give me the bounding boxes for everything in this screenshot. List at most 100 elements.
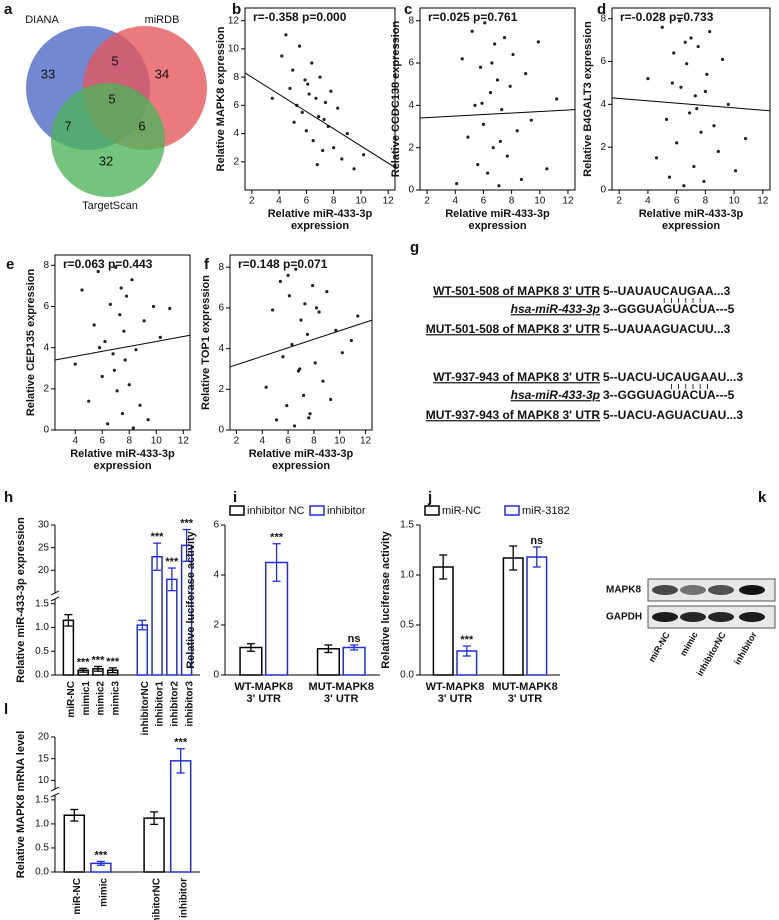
data-point bbox=[97, 346, 102, 350]
x-tick-label: 2 bbox=[234, 436, 240, 447]
y-tick-label: 6 bbox=[233, 100, 239, 111]
data-point bbox=[292, 424, 297, 428]
data-point bbox=[712, 124, 716, 128]
x-tick-label: 6 bbox=[285, 436, 291, 447]
data-point bbox=[284, 33, 288, 37]
data-point bbox=[127, 383, 131, 387]
x-tick-label: 12 bbox=[360, 436, 372, 447]
data-point bbox=[478, 65, 483, 69]
y-tick-label: 4 bbox=[233, 128, 239, 139]
data-point bbox=[670, 81, 674, 85]
x-tick-label: miR-NC bbox=[72, 878, 83, 915]
y-tick-label: 2 bbox=[600, 142, 606, 153]
data-point bbox=[92, 323, 96, 327]
significance-label: *** bbox=[165, 556, 179, 568]
data-point bbox=[455, 182, 459, 186]
axis-break bbox=[50, 786, 60, 792]
data-point bbox=[315, 163, 319, 167]
region-count: 32 bbox=[99, 153, 113, 168]
region-count: 33 bbox=[41, 66, 55, 81]
y-tick-label: 8 bbox=[218, 262, 224, 273]
blot-band bbox=[680, 585, 706, 595]
x-tick-label: 10 bbox=[355, 196, 367, 207]
significance-label: *** bbox=[94, 849, 108, 861]
y-tick-label: 0.5 bbox=[35, 843, 49, 854]
x-tick-label: 4 bbox=[72, 436, 78, 447]
data-point bbox=[112, 368, 116, 372]
x-tick-label: inhibitorNC bbox=[140, 681, 151, 735]
y-axis-title: Relative miR-433-3p expression bbox=[15, 517, 27, 683]
y-tick-label: 2 bbox=[213, 620, 219, 631]
x-tick-label: 4 bbox=[259, 436, 265, 447]
panel-label: h bbox=[4, 489, 13, 506]
region-count: 6 bbox=[138, 118, 145, 133]
x-tick-label: mimic1 bbox=[81, 681, 92, 716]
sequence: 5--UACU-UCAUGAAU...3 bbox=[603, 370, 743, 384]
data-point bbox=[646, 77, 650, 81]
data-point bbox=[298, 367, 302, 371]
data-point bbox=[679, 85, 683, 89]
y-tick-label: 6 bbox=[213, 520, 219, 531]
data-point bbox=[480, 101, 484, 105]
data-point bbox=[336, 106, 340, 110]
legend-swatch bbox=[309, 505, 325, 516]
bar bbox=[136, 624, 149, 676]
data-point bbox=[683, 40, 687, 44]
data-point bbox=[311, 283, 315, 288]
y-tick-label: 8 bbox=[43, 260, 49, 271]
y-tick-label: 30 bbox=[38, 520, 50, 531]
x-tick-label: 8 bbox=[126, 436, 132, 447]
sequence: 5--UAUAUCAUGAA...3 bbox=[603, 284, 731, 298]
data-point bbox=[495, 78, 500, 82]
data-point bbox=[500, 107, 504, 112]
panel-label: b bbox=[232, 1, 241, 18]
data-point bbox=[96, 269, 100, 274]
set-label: TargetScan bbox=[82, 200, 138, 212]
data-point bbox=[490, 61, 494, 65]
region-count: 5 bbox=[111, 53, 118, 68]
axis-break bbox=[50, 596, 60, 602]
sequence-label: MUT-501-508 of MAPK8 3' UTR bbox=[426, 322, 601, 336]
data-point bbox=[308, 412, 312, 416]
data-point bbox=[519, 177, 524, 182]
y-tick-label: 6 bbox=[43, 301, 49, 312]
y-axis-title: Relative TOP1 expression bbox=[200, 275, 212, 410]
data-point bbox=[321, 148, 325, 153]
y-axis-title: Relative CEP135 expression bbox=[25, 269, 37, 417]
blot-band bbox=[708, 585, 734, 595]
x-tick-label: 8 bbox=[703, 196, 709, 207]
data-point bbox=[294, 267, 298, 271]
blot-band bbox=[739, 585, 765, 595]
x-tick-label: 6 bbox=[304, 196, 310, 207]
data-point bbox=[168, 306, 172, 311]
data-point bbox=[664, 117, 669, 121]
data-point bbox=[285, 403, 289, 408]
data-point bbox=[493, 42, 497, 46]
data-point bbox=[124, 294, 129, 298]
x-tick-label: 6 bbox=[674, 196, 680, 207]
y-tick-label: 10 bbox=[38, 775, 50, 786]
data-point bbox=[692, 164, 696, 169]
data-point bbox=[286, 273, 290, 277]
data-point bbox=[317, 310, 321, 314]
data-point bbox=[290, 342, 294, 347]
data-point bbox=[721, 57, 725, 61]
data-point bbox=[299, 318, 303, 322]
regression-line bbox=[229, 319, 373, 368]
y-tick-label: 4 bbox=[408, 100, 414, 111]
axis-break bbox=[50, 792, 60, 798]
data-point bbox=[466, 135, 470, 139]
x-tick-label: inhibitor2 bbox=[169, 681, 180, 727]
data-point bbox=[138, 403, 142, 407]
x-tick-label: 10 bbox=[151, 436, 163, 447]
x-tick-label: 8 bbox=[509, 196, 515, 207]
blot-band bbox=[680, 612, 706, 622]
data-point bbox=[314, 306, 319, 310]
data-point bbox=[687, 111, 692, 115]
stats-annotation: r=-0.028 p=0.733 bbox=[620, 10, 714, 24]
data-point bbox=[473, 103, 477, 107]
x-tick-label: 12 bbox=[383, 196, 395, 207]
blot-band bbox=[739, 612, 765, 622]
y-axis-title: Relative B4GALT3 expression bbox=[582, 21, 594, 177]
data-point bbox=[524, 72, 528, 76]
